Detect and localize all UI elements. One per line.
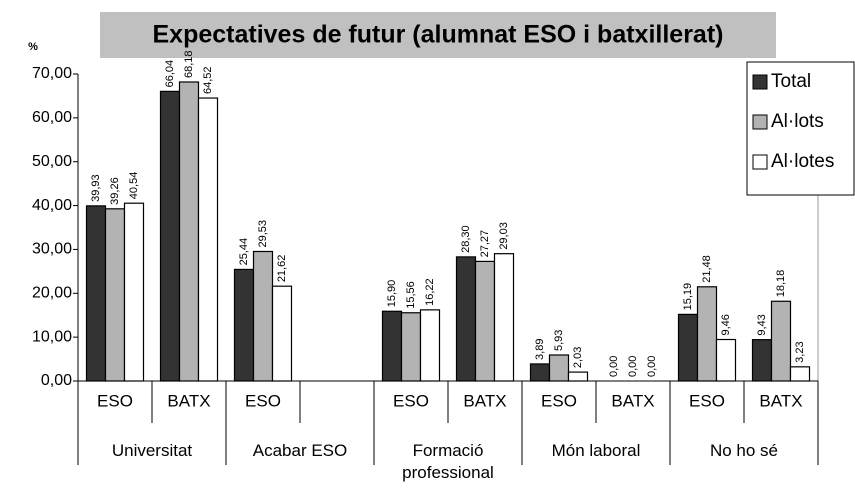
y-tick-label: 40,00	[32, 197, 72, 214]
value-label: 29,03	[498, 222, 510, 250]
bar	[123, 202, 145, 382]
value-label: 3,89	[534, 339, 546, 360]
bar	[696, 286, 718, 382]
x-tick-label: BATX	[611, 391, 654, 410]
value-label: 21,48	[701, 255, 713, 283]
legend-swatch	[752, 74, 768, 90]
bar	[104, 208, 126, 382]
bar	[419, 309, 441, 382]
bar	[381, 310, 403, 382]
bar	[455, 256, 477, 382]
value-label: 0,00	[608, 356, 620, 377]
bar	[474, 260, 496, 382]
bar	[159, 90, 181, 382]
value-label: 9,43	[756, 314, 768, 335]
y-tick-label: 20,00	[32, 285, 72, 302]
value-label: 16,22	[424, 278, 436, 306]
bar	[233, 268, 255, 382]
value-label: 15,19	[682, 283, 694, 311]
value-label: 3,23	[794, 341, 806, 362]
bar	[677, 313, 699, 382]
value-label: 25,44	[238, 238, 250, 266]
y-tick-label: 70,00	[32, 65, 72, 82]
group-label: Formació professional	[402, 441, 494, 482]
value-label: 0,00	[627, 356, 639, 377]
bar	[548, 354, 570, 382]
value-label: 15,90	[386, 280, 398, 308]
y-tick-label: 10,00	[32, 328, 72, 345]
group-label: Acabar ESO	[252, 441, 348, 460]
value-label: 27,27	[479, 230, 491, 258]
x-tick-label: ESO	[541, 391, 577, 410]
bar	[400, 312, 422, 382]
bar	[197, 97, 219, 382]
value-label: 39,93	[90, 174, 102, 202]
value-label: 18,18	[775, 270, 787, 298]
bar	[567, 371, 589, 382]
y-axis-label: %	[28, 41, 38, 53]
x-tick-label: BATX	[167, 391, 210, 410]
value-label: 40,54	[128, 172, 140, 200]
x-tick-label: ESO	[97, 391, 133, 410]
legend-swatch	[752, 114, 768, 130]
group-label: Universitat	[111, 441, 193, 460]
legend-swatch	[752, 154, 768, 170]
group-label: No ho sé	[709, 441, 779, 460]
value-label: 64,52	[202, 67, 214, 95]
bar	[493, 253, 515, 382]
bar	[770, 300, 792, 382]
bar	[529, 363, 551, 382]
y-tick-label: 0,00	[41, 372, 72, 389]
value-label: 39,26	[109, 177, 121, 205]
value-label: 0,00	[646, 356, 658, 377]
x-tick-label: ESO	[393, 391, 429, 410]
bar	[751, 339, 773, 382]
y-tick-label: 30,00	[32, 241, 72, 258]
value-label: 9,46	[720, 314, 732, 335]
legend-label: Total	[771, 71, 811, 92]
x-tick-label: BATX	[759, 391, 802, 410]
bar	[252, 250, 274, 382]
value-label: 15,56	[405, 281, 417, 309]
value-label: 5,93	[553, 330, 565, 351]
bar	[178, 81, 200, 382]
group-label: Món laboral	[551, 441, 641, 460]
y-tick-label: 60,00	[32, 109, 72, 126]
value-label: 21,62	[276, 255, 288, 283]
value-label: 29,53	[257, 220, 269, 248]
x-tick-label: ESO	[689, 391, 725, 410]
title-box	[100, 12, 776, 58]
x-tick-label: ESO	[245, 391, 281, 410]
bar	[789, 366, 811, 382]
value-label: 68,18	[183, 50, 195, 78]
bar	[85, 205, 107, 382]
x-tick-label: BATX	[463, 391, 506, 410]
value-label: 28,30	[460, 225, 472, 253]
y-tick-label: 50,00	[32, 153, 72, 170]
legend-label: Al·lotes	[771, 151, 834, 172]
chart-title: Expectatives de futur (alumnat ESO i bat…	[153, 21, 724, 49]
bar	[715, 338, 737, 382]
bar	[271, 285, 293, 382]
legend-label: Al·lots	[771, 111, 824, 132]
value-label: 2,03	[572, 347, 584, 368]
value-label: 66,04	[164, 60, 176, 88]
